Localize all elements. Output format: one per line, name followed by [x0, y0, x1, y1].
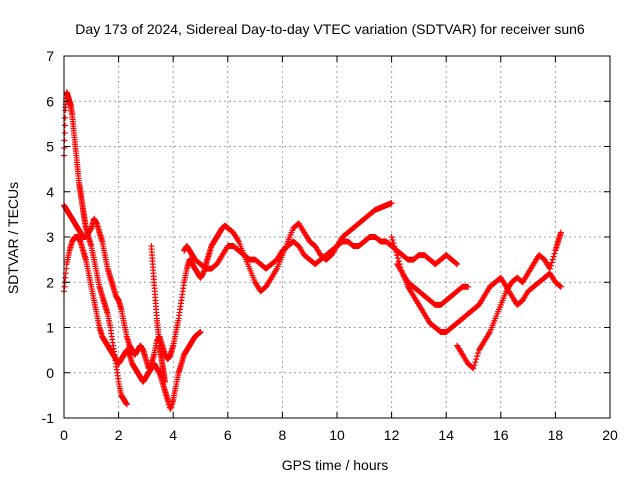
- data-points: [61, 89, 564, 412]
- y-tick-label: 1: [46, 320, 54, 336]
- y-tick-label: 6: [46, 93, 54, 109]
- x-tick-label: 2: [115, 427, 123, 443]
- y-tick-label: 5: [46, 139, 54, 155]
- y-tick-label: 3: [46, 229, 54, 245]
- series-markers: [148, 243, 169, 385]
- x-tick-label: 20: [602, 427, 618, 443]
- x-tick-label: 4: [169, 427, 177, 443]
- x-axis-label: GPS time / hours: [282, 457, 389, 473]
- series-track-4: [148, 243, 169, 385]
- series-track-3: [61, 234, 204, 412]
- y-tick-label: 7: [46, 48, 54, 64]
- y-tick-label: 2: [46, 274, 54, 290]
- series-markers: [454, 229, 564, 372]
- series-markers: [394, 261, 472, 308]
- x-tick-label: 10: [329, 427, 345, 443]
- x-tick-label: 18: [548, 427, 564, 443]
- y-tick-label: -1: [42, 410, 55, 426]
- series-track-6: [388, 234, 564, 336]
- series-track-8: [454, 229, 564, 372]
- axis-ticks: [63, 55, 611, 419]
- y-tick-label: 0: [46, 365, 54, 381]
- x-tick-label: 14: [438, 427, 454, 443]
- y-tick-label: 4: [46, 184, 54, 200]
- y-tick-labels: -1 0 1 2 3 4 5 6 7: [42, 48, 55, 426]
- x-tick-label: 6: [224, 427, 232, 443]
- x-tick-label: 16: [493, 427, 509, 443]
- x-tick-labels: 0 2 4 6 8 10 12 14 16 18 20: [60, 427, 618, 443]
- chart-title: Day 173 of 2024, Sidereal Day-to-day VTE…: [75, 21, 585, 37]
- series-markers: [388, 234, 564, 336]
- series-track-7: [394, 261, 472, 308]
- series-markers: [61, 234, 204, 412]
- y-axis-label: SDTVAR / TECUs: [5, 182, 21, 294]
- x-tick-label: 8: [279, 427, 287, 443]
- x-tick-label: 0: [60, 427, 68, 443]
- x-tick-label: 12: [384, 427, 400, 443]
